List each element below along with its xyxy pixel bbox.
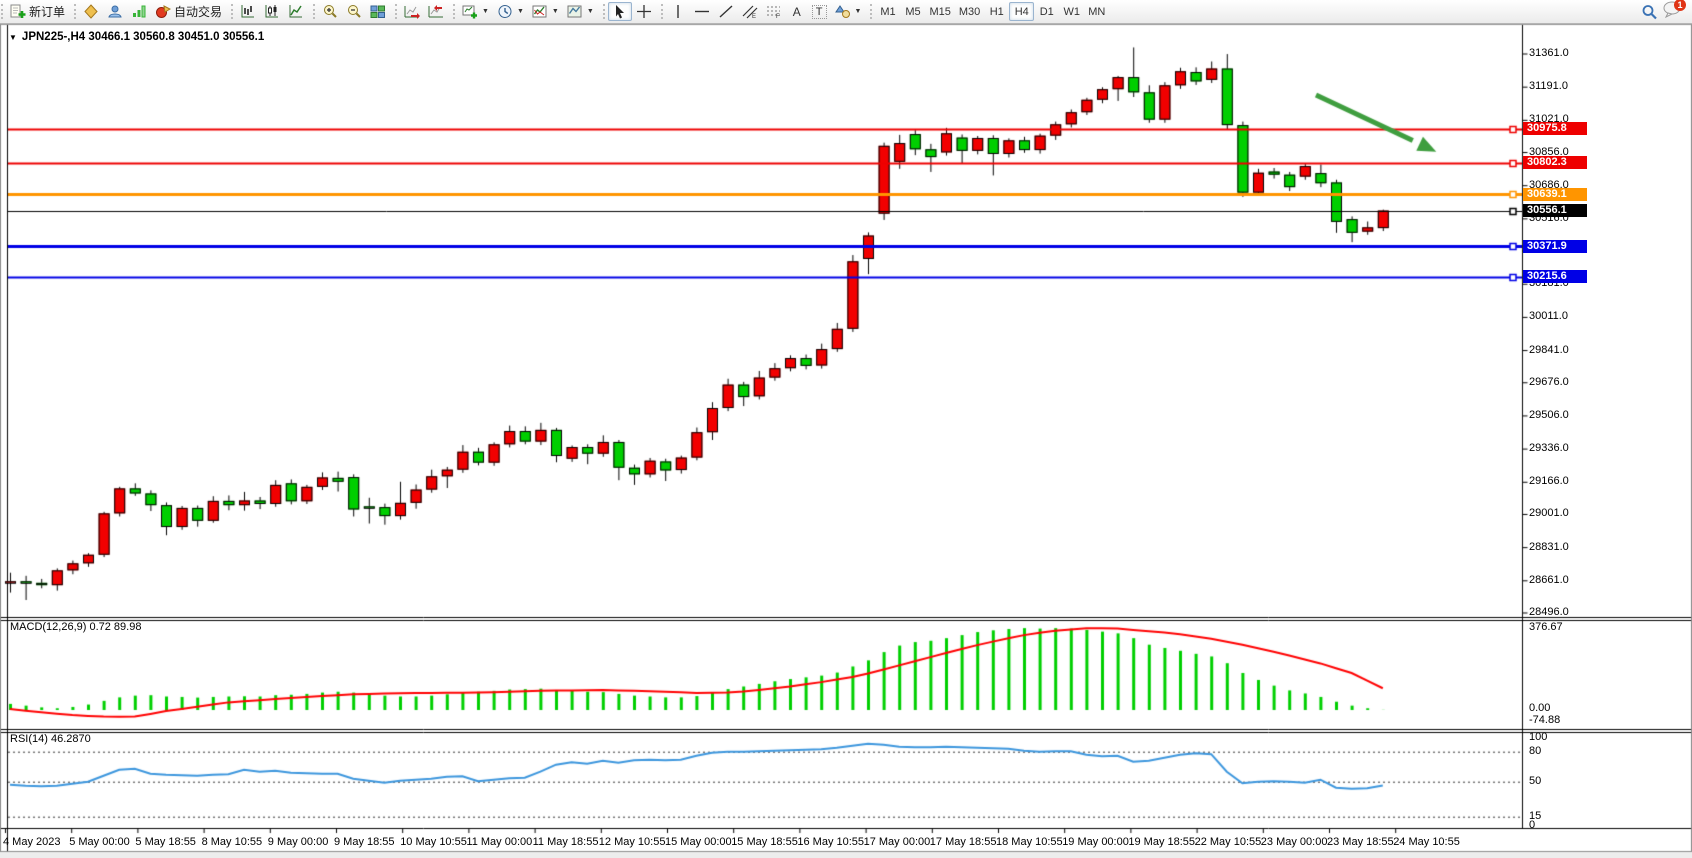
autoscroll-icon [404, 4, 421, 19]
text-button[interactable]: A [786, 2, 808, 21]
trendline-icon [718, 4, 734, 19]
bar-chart-button[interactable] [236, 2, 260, 21]
chart-shift-icon [428, 4, 444, 19]
macd-indicator-label: MACD(12,26,9) 0.72 89.98 [10, 621, 142, 633]
community-button[interactable] [103, 2, 127, 21]
timeframe-button-h4[interactable]: H4 [1009, 2, 1035, 21]
fibonacci-icon: F [766, 4, 782, 20]
toolbar-group-cursor [602, 0, 660, 23]
toolbar-group-scroll [394, 0, 452, 23]
chevron-down-icon: ▼ [482, 8, 489, 15]
autotrading-label: 自动交易 [174, 5, 223, 19]
text-icon: A [792, 4, 801, 19]
timeframe-toolbar: M1 M5 M15 M30 H1 H4 D1 W1 MN [869, 0, 1113, 23]
timeframe-button-m30[interactable]: M30 [955, 2, 984, 21]
candlestick-button[interactable] [260, 2, 284, 21]
chart-title: ▼ JPN225-,H4 30466.1 30560.8 30451.0 305… [9, 31, 264, 43]
chat-button[interactable]: 1 [1662, 0, 1686, 23]
cursor-button[interactable] [607, 2, 632, 21]
periods-button[interactable]: ▼ [493, 2, 528, 21]
zoom-out-button[interactable] [342, 2, 366, 21]
label-button[interactable]: T [808, 2, 831, 21]
toolbar-group-services: 自动交易 [73, 0, 230, 23]
new-order-label: 新订单 [29, 5, 66, 19]
timeframe-button-m1[interactable]: M1 [875, 2, 900, 21]
vertical-line-button[interactable] [666, 2, 690, 21]
timeframe-button-d1[interactable]: D1 [1034, 2, 1059, 21]
autotrading-icon [155, 4, 172, 19]
tile-windows-icon [370, 4, 386, 19]
label-icon: T [811, 4, 827, 19]
horizontal-line-button[interactable] [690, 2, 714, 21]
toolbar: 新订单 自动交易 ▼ ▼ ▼ ▼ [0, 0, 1692, 24]
metaquotes-button[interactable] [79, 2, 103, 21]
signal-icon [131, 4, 147, 19]
autotrading-button[interactable]: 自动交易 [151, 2, 226, 21]
chevron-down-icon: ▼ [516, 8, 524, 15]
timeframe-button-m5[interactable]: M5 [900, 2, 925, 21]
indicators-button[interactable]: ▼ [528, 2, 563, 21]
chart-ohlc-line: JPN225-,H4 30466.1 30560.8 30451.0 30556… [21, 31, 265, 43]
rsi-indicator-label: RSI(14) 46.2870 [10, 733, 91, 745]
shapes-button[interactable]: ▼ [831, 2, 866, 21]
zoom-in-icon [322, 4, 338, 19]
templates-button[interactable]: ▼ [563, 2, 598, 21]
periods-icon [497, 4, 513, 19]
svg-text:E: E [752, 14, 756, 19]
community-icon [107, 4, 123, 19]
chart-shift-button[interactable] [424, 2, 448, 21]
cursor-icon [612, 4, 628, 19]
vertical-line-icon [670, 4, 686, 19]
new-chart-icon [462, 4, 478, 19]
toolbar-group-zoom [312, 0, 394, 23]
new-order-button[interactable]: 新订单 [6, 2, 69, 21]
chevron-down-icon: ▼ [551, 8, 559, 15]
new-chart-button[interactable]: ▼ [458, 2, 493, 21]
toolbar-group-windows: ▼ ▼ ▼ ▼ [452, 0, 602, 23]
search-button[interactable] [1637, 2, 1662, 21]
metaquotes-icon [83, 4, 99, 19]
collapse-triangle-icon[interactable]: ▼ [9, 32, 17, 42]
channel-button[interactable]: E [738, 2, 762, 21]
indicators-icon [532, 4, 548, 19]
templates-icon [567, 4, 583, 19]
fibonacci-button[interactable]: F [762, 2, 786, 21]
chevron-down-icon: ▼ [586, 8, 594, 15]
timeframe-button-mn[interactable]: MN [1084, 2, 1109, 21]
notification-badge: 1 [1674, 0, 1686, 11]
tile-windows-button[interactable] [366, 2, 390, 21]
signal-button[interactable] [127, 2, 151, 21]
zoom-in-button[interactable] [318, 2, 342, 21]
zoom-out-icon [346, 4, 362, 19]
svg-text:F: F [776, 14, 780, 19]
candlestick-icon [264, 4, 280, 19]
bar-chart-icon [240, 4, 256, 19]
crosshair-button[interactable] [632, 2, 656, 21]
crosshair-icon [636, 4, 652, 19]
horizontal-line-icon [694, 4, 710, 19]
shapes-icon [834, 4, 851, 19]
toolbar-group-charttype [230, 0, 312, 23]
line-chart-button[interactable] [284, 2, 308, 21]
search-icon [1641, 4, 1658, 20]
toolbar-group-objects: E F A T ▼ [660, 0, 870, 23]
timeframe-button-h1[interactable]: H1 [984, 2, 1009, 21]
channel-icon: E [742, 4, 758, 20]
new-order-icon [10, 4, 26, 19]
chevron-down-icon: ▼ [854, 8, 862, 15]
trendline-button[interactable] [714, 2, 738, 21]
timeframe-button-w1[interactable]: W1 [1059, 2, 1084, 21]
line-chart-icon [288, 4, 304, 19]
timeframe-button-m15[interactable]: M15 [925, 2, 954, 21]
toolbar-group-order: 新订单 [0, 0, 73, 23]
autoscroll-button[interactable] [400, 2, 424, 21]
